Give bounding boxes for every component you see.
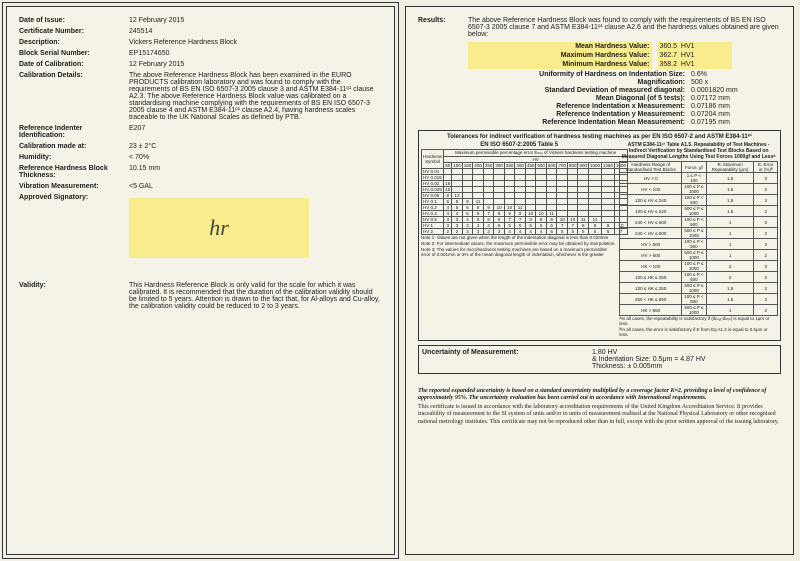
tbl2-title: ASTM E384-11ᵉ¹ Table A1.5. Repeatability… bbox=[619, 142, 778, 160]
desc: Vickers Reference Hardness Block bbox=[129, 39, 382, 46]
hum-lbl: Humidity: bbox=[19, 154, 129, 161]
left-page: Date of Issue:12 February 2015 Certifica… bbox=[6, 6, 395, 555]
ind: E207 bbox=[129, 125, 382, 139]
md: 0.07172 mm bbox=[691, 95, 781, 102]
sd: 0.0001820 mm bbox=[691, 87, 781, 94]
valid: This Hardness Reference Block is only va… bbox=[129, 282, 382, 310]
cal-date: 12 February 2015 bbox=[129, 61, 382, 68]
tbl1-title: EN ISO 6507-2:2005 Table 5 bbox=[421, 142, 617, 148]
min-val: 358.2 bbox=[660, 61, 678, 68]
max-lbl: Maximum Hardness Value: bbox=[468, 51, 652, 60]
um1: 1.80 HV bbox=[592, 349, 706, 356]
uhi-lbl: Uniformity of Hardness on Indentation Si… bbox=[455, 71, 685, 78]
tol-title: Tolerances for indirect verification of … bbox=[421, 134, 778, 140]
um2: & Indentation Size: 0.5μm = 4.87 HV bbox=[592, 356, 706, 363]
signature-box: hr bbox=[129, 198, 309, 258]
um-lbl: Uncertainty of Measurement: bbox=[422, 349, 592, 370]
ry: 0.07204 mm bbox=[691, 111, 781, 118]
tbl2-na: ᴬIn all cases, the repeatability is sati… bbox=[619, 317, 778, 327]
footer2: This certificate is issued in accordance… bbox=[418, 404, 781, 426]
cal-date-lbl: Date of Calibration: bbox=[19, 61, 129, 68]
vib-lbl: Vibration Measurement: bbox=[19, 183, 129, 190]
rm: 0.07195 mm bbox=[691, 119, 781, 126]
cal-det: The above Reference Hardness Block has b… bbox=[129, 72, 382, 121]
signature-icon: hr bbox=[209, 215, 229, 241]
tolerance-box: Tolerances for indirect verification of … bbox=[418, 130, 781, 341]
serial-lbl: Block Serial Number: bbox=[19, 50, 129, 57]
mean-lbl: Mean Hardness Value: bbox=[468, 42, 652, 51]
thk: 10.15 mm bbox=[129, 165, 382, 179]
ind-lbl: Reference Indenter Identification: bbox=[19, 125, 129, 139]
mag: 500 x bbox=[691, 79, 781, 86]
tbl1-n3: Note 3: The values for microhardness tes… bbox=[421, 248, 617, 258]
date-issue-lbl: Date of Issue: bbox=[19, 17, 129, 24]
date-issue: 12 February 2015 bbox=[129, 17, 382, 24]
sig-lbl: Approved Signatory: bbox=[19, 194, 129, 262]
rx-lbl: Reference Indentation x Measurement: bbox=[455, 103, 685, 110]
valid-lbl: Validity: bbox=[19, 282, 129, 310]
desc-lbl: Description: bbox=[19, 39, 129, 46]
ry-lbl: Reference Indentation y Measurement: bbox=[455, 111, 685, 118]
uhi: 0.6% bbox=[691, 71, 781, 78]
serial: EP15174650 bbox=[129, 50, 382, 57]
results-txt: The above Reference Hardness Block was f… bbox=[468, 17, 781, 38]
rm-lbl: Reference Indentation Mean Measurement: bbox=[455, 119, 685, 126]
max-val: 362.7 bbox=[660, 52, 678, 59]
calat: 23 ± 2°C bbox=[129, 143, 382, 150]
mag-lbl: Magnification: bbox=[455, 79, 685, 86]
tolerance-table-right: Hardness Range of Standardised Test Bloc… bbox=[619, 161, 778, 316]
md-lbl: Mean Diagonal (of 5 tests): bbox=[455, 95, 685, 102]
um3: Thickness: ± 0.005mm bbox=[592, 363, 706, 370]
mean-val: 360.5 bbox=[660, 43, 678, 50]
footer1: The reported expanded uncertainty is bas… bbox=[418, 388, 781, 402]
min-lbl: Minimum Hardness Value: bbox=[468, 60, 652, 69]
cal-det-lbl: Calibration Details: bbox=[19, 72, 129, 121]
tbl2-nb: ᴮIn all cases, the error is satisfactory… bbox=[619, 328, 778, 338]
results-lbl: Results: bbox=[418, 17, 468, 38]
tolerance-table-left: Hardness SymbolMaximum permissible perce… bbox=[421, 149, 628, 235]
thk-lbl: Reference Hardness Block Thickness: bbox=[19, 165, 129, 179]
mean-unit: HV1 bbox=[681, 43, 695, 50]
sd-lbl: Standard Deviation of measured diagonal: bbox=[455, 87, 685, 94]
right-page: Results:The above Reference Hardness Blo… bbox=[405, 6, 794, 555]
vib: <5 GAL bbox=[129, 183, 382, 190]
calat-lbl: Calibration made at: bbox=[19, 143, 129, 150]
uncertainty-box: Uncertainty of Measurement: 1.80 HV & In… bbox=[418, 345, 781, 374]
rx: 0.07186 mm bbox=[691, 103, 781, 110]
cert: 245514 bbox=[129, 28, 382, 35]
hum: < 70% bbox=[129, 154, 382, 161]
cert-lbl: Certificate Number: bbox=[19, 28, 129, 35]
